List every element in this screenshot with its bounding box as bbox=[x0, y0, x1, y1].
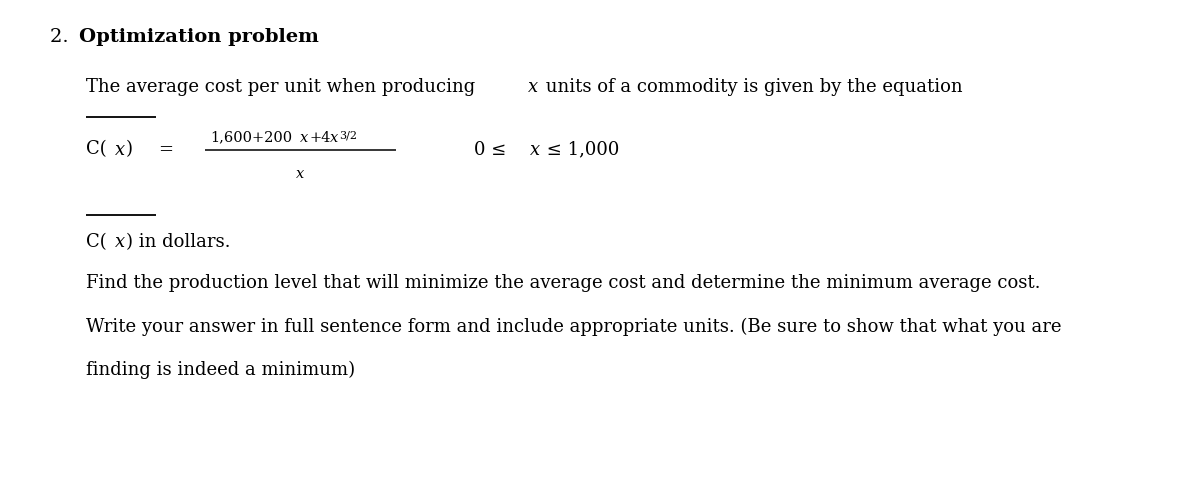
Text: ): ) bbox=[126, 140, 133, 158]
Text: Write your answer in full sentence form and include appropriate units. (Be sure : Write your answer in full sentence form … bbox=[86, 317, 1062, 335]
Text: x: x bbox=[528, 78, 538, 96]
Text: Find the production level that will minimize the average cost and determine the : Find the production level that will mini… bbox=[86, 273, 1040, 291]
Text: x: x bbox=[330, 130, 338, 144]
Text: Optimization problem: Optimization problem bbox=[79, 28, 319, 46]
Text: x: x bbox=[115, 140, 125, 158]
Text: ) in dollars.: ) in dollars. bbox=[126, 232, 230, 250]
Text: x: x bbox=[300, 130, 308, 144]
Text: =: = bbox=[158, 140, 174, 158]
Text: x: x bbox=[296, 166, 304, 180]
Text: C(: C( bbox=[86, 140, 107, 158]
Text: 0 ≤: 0 ≤ bbox=[474, 140, 512, 158]
Text: The average cost per unit when producing: The average cost per unit when producing bbox=[86, 78, 481, 96]
Text: 2.: 2. bbox=[50, 28, 76, 46]
Text: 1,600+200: 1,600+200 bbox=[210, 130, 292, 144]
Text: x: x bbox=[530, 140, 540, 158]
Text: C(: C( bbox=[86, 232, 107, 250]
Text: +4: +4 bbox=[310, 130, 331, 144]
Text: 3/2: 3/2 bbox=[340, 130, 358, 140]
Text: x: x bbox=[115, 232, 125, 250]
Text: finding is indeed a minimum): finding is indeed a minimum) bbox=[86, 360, 355, 378]
Text: units of a commodity is given by the equation: units of a commodity is given by the equ… bbox=[540, 78, 962, 96]
Text: ≤ 1,000: ≤ 1,000 bbox=[541, 140, 619, 158]
